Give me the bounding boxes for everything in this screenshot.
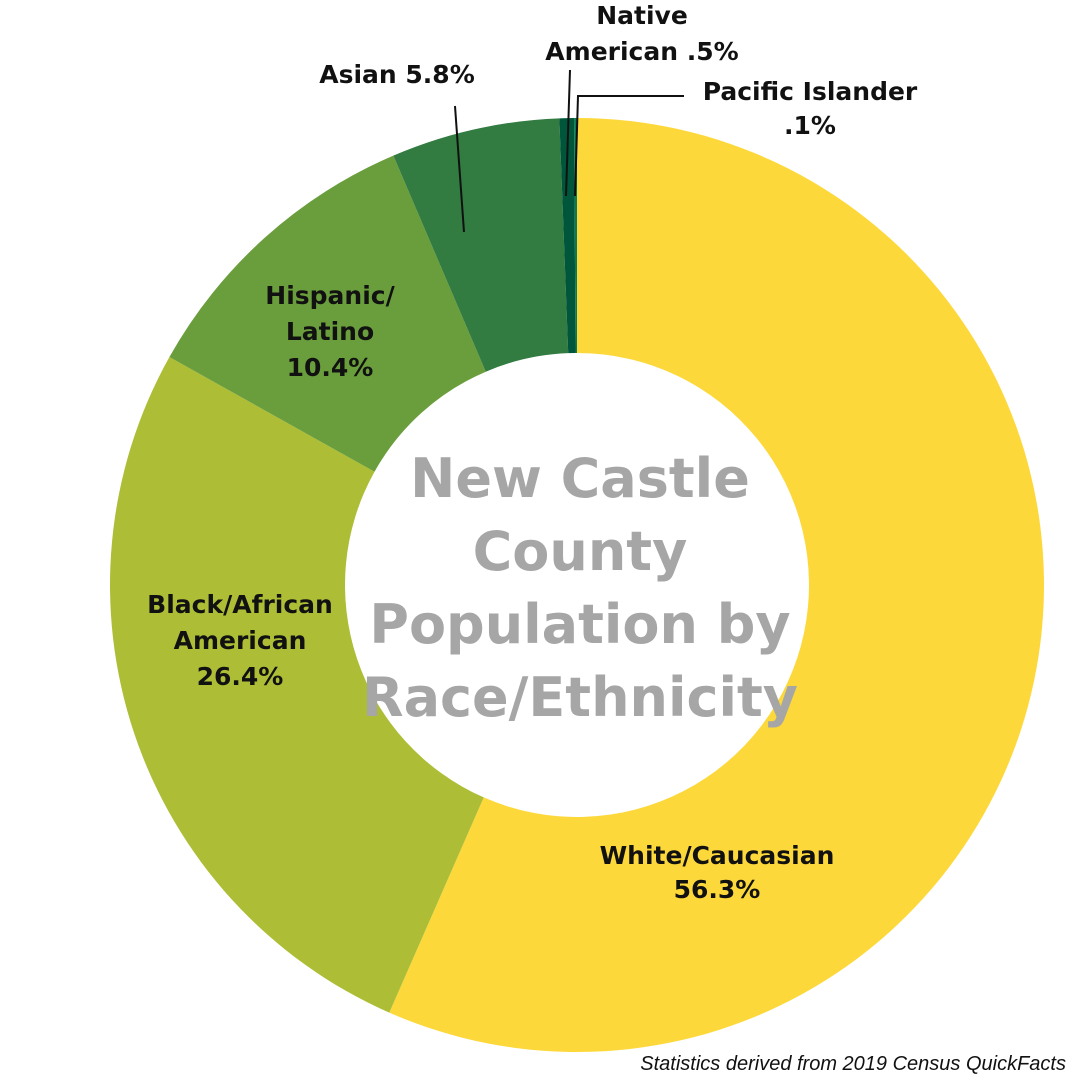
- slice-label-hispanic-latino: Hispanic/Latino 10.4%: [265, 281, 395, 382]
- slice-white-caucasian: [389, 118, 1045, 1052]
- leader-line-native-american: [565, 69, 571, 197]
- leader-line-asian: [454, 105, 465, 233]
- slice-native-american: [559, 118, 576, 354]
- slice-asian: [393, 118, 569, 372]
- leader-line-pacific-islander: [574, 95, 684, 197]
- slice-label-pacific-islander: Pacific Islander .1%: [703, 77, 918, 140]
- slice-label-native-american: Native American .5%: [545, 1, 738, 66]
- chart-title: New Castle County Population by Race/Ethnic…: [362, 447, 798, 729]
- chart-title-line: New Castle: [410, 447, 750, 510]
- slice-label-asian: Asian 5.8%: [319, 60, 475, 89]
- slice-hispanic-latino: [169, 155, 486, 472]
- chart-title-line: Population by: [369, 593, 790, 656]
- slices-group: [109, 118, 1045, 1052]
- source-note: Statistics derived from 2019 Census Quic…: [640, 1053, 1066, 1075]
- slice-black-african-american: [109, 357, 484, 1013]
- leader-lines-group: [454, 69, 684, 233]
- chart-title-line: County: [473, 520, 688, 583]
- chart-title-line: Race/Ethnicity: [362, 666, 798, 729]
- slice-label-white-caucasian: White/Caucasian 56.3%: [600, 841, 835, 904]
- slice-labels-group: White/Caucasian 56.3% Black/African America…: [147, 1, 918, 904]
- slice-label-black-african-american: Black/African American 26.4%: [147, 590, 333, 691]
